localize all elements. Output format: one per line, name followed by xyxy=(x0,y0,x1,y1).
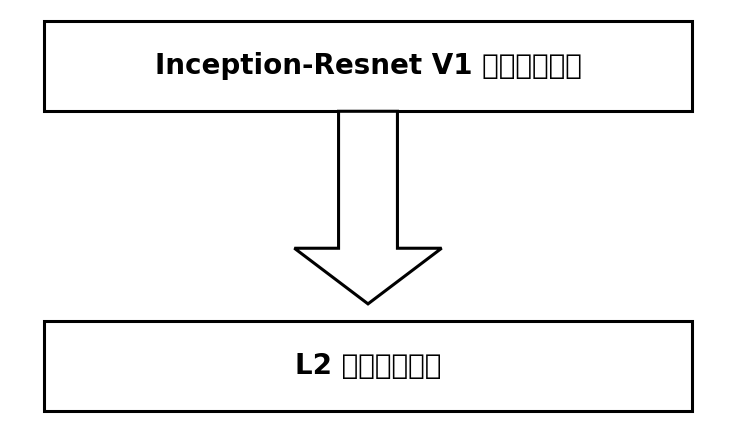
Polygon shape xyxy=(294,111,442,304)
Text: L2 范数归一化层: L2 范数归一化层 xyxy=(295,352,441,380)
Text: Inception-Resnet V1 基础网络结构: Inception-Resnet V1 基础网络结构 xyxy=(155,52,581,80)
FancyBboxPatch shape xyxy=(44,21,692,111)
FancyBboxPatch shape xyxy=(44,321,692,411)
